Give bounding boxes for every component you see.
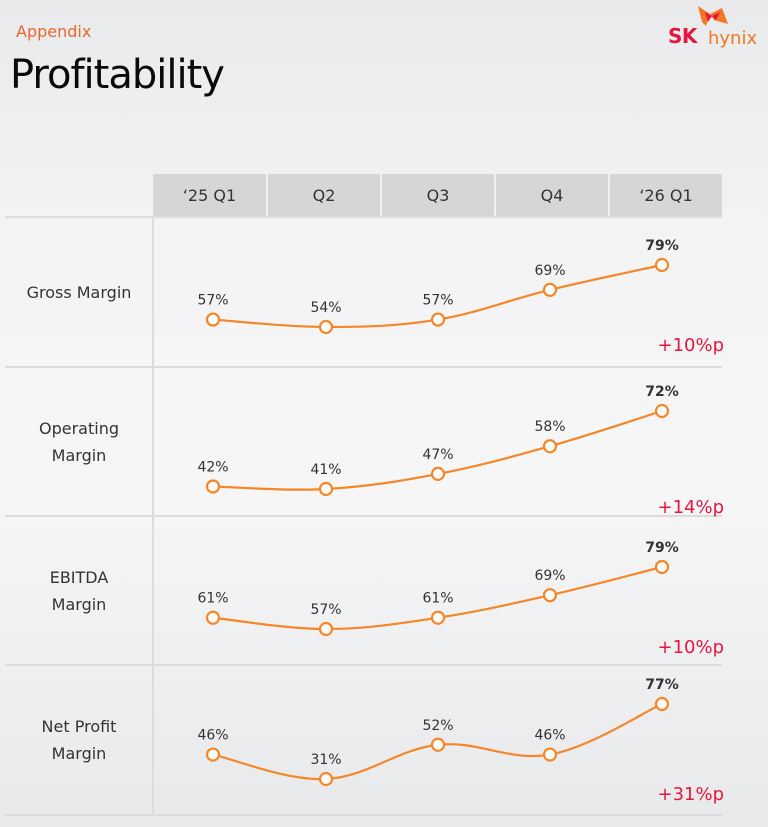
data-point: [318, 481, 334, 497]
data-point: [654, 559, 670, 575]
data-point: [205, 747, 221, 762]
sk-hynix-logo: SK hynix: [666, 4, 766, 50]
data-label: 52%: [422, 718, 453, 734]
data-label: 72%: [645, 384, 679, 400]
yoy-change-badge: +10%p: [657, 637, 724, 658]
yoy-change-badge: +31%p: [657, 784, 724, 805]
data-point: [205, 312, 221, 327]
data-label: 57%: [422, 293, 453, 309]
logo-hynix-text: hynix: [708, 28, 758, 49]
row-label-ebitda-margin: EBITDA Margin: [49, 567, 109, 614]
data-point: [205, 610, 221, 625]
data-label: 46%: [197, 728, 228, 744]
data-point: [430, 610, 446, 625]
data-label: 57%: [197, 293, 228, 309]
data-point: [654, 403, 670, 419]
column-header-q4: Q4: [496, 174, 608, 216]
column-header-25q1: ‘25 Q1: [153, 174, 266, 216]
data-label: 61%: [197, 591, 228, 607]
yoy-change-badge: +14%p: [657, 497, 724, 518]
row-divider: [5, 216, 722, 218]
data-point: [318, 621, 334, 637]
data-point: [542, 282, 558, 297]
data-label: 69%: [534, 568, 565, 584]
data-label: 47%: [422, 447, 453, 463]
logo-sk-text: SK: [668, 24, 697, 48]
data-point: [430, 737, 446, 752]
column-header-q2: Q2: [268, 174, 380, 216]
data-label: 77%: [645, 677, 679, 693]
data-point: [430, 466, 446, 482]
row-divider: [5, 664, 722, 666]
row-label-operating-margin: Operating Margin: [39, 418, 119, 465]
data-point: [205, 479, 221, 494]
data-label: 54%: [310, 300, 341, 316]
data-point: [654, 696, 670, 712]
data-label: 57%: [310, 602, 341, 618]
data-label: 79%: [645, 238, 679, 254]
data-label: 79%: [645, 540, 679, 556]
data-point: [318, 319, 334, 335]
data-label: 58%: [534, 419, 565, 435]
data-label: 61%: [422, 591, 453, 607]
data-label: 69%: [534, 263, 565, 279]
row-divider: [5, 814, 722, 816]
row-divider: [5, 366, 722, 368]
data-point: [542, 439, 558, 454]
data-label: 31%: [310, 752, 341, 768]
column-divider: [152, 217, 154, 815]
row-divider: [5, 515, 722, 517]
column-header-q3: Q3: [382, 174, 494, 216]
row-label-net-profit-margin: Net Profit Margin: [41, 717, 117, 763]
data-label: 46%: [534, 728, 565, 744]
data-point: [542, 747, 558, 762]
data-label: 42%: [197, 459, 228, 475]
butterfly-icon: [698, 6, 728, 26]
data-point: [654, 257, 670, 273]
data-point: [430, 312, 446, 327]
data-point: [542, 588, 558, 603]
page-title: Profitability: [10, 52, 225, 98]
row-label-gross-margin: Gross Margin: [26, 282, 132, 302]
column-header-26q1: ‘26 Q1: [610, 174, 722, 216]
data-point: [318, 771, 334, 787]
data-label: 41%: [310, 462, 341, 478]
yoy-change-badge: +10%p: [657, 335, 724, 356]
section-label: Appendix: [16, 22, 92, 41]
